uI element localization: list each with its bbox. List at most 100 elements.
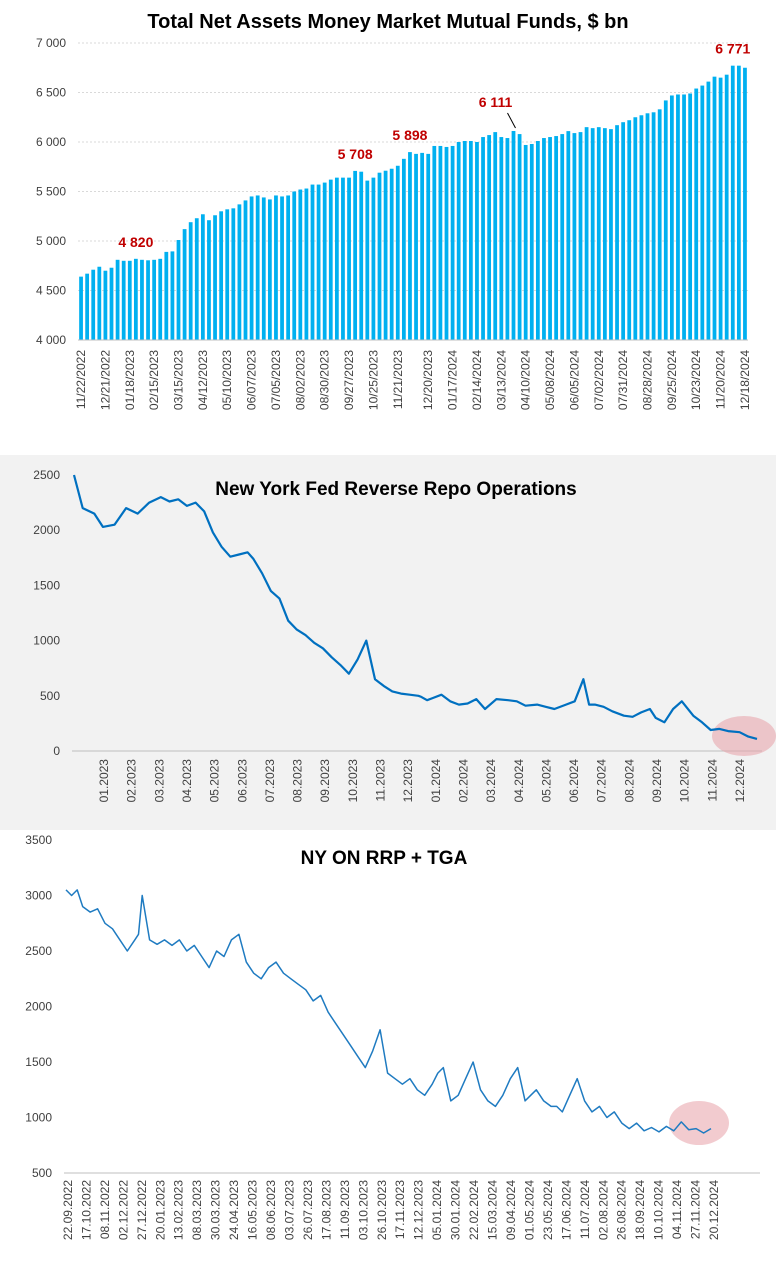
chart1-x-tick-label: 07/31/2024 <box>616 350 630 410</box>
chart2-x-tick-label: 04.2023 <box>180 759 194 803</box>
chart3-x-tick-label: 05.01.2024 <box>430 1180 444 1240</box>
chart2-x-tick-label: 04.2024 <box>512 759 526 803</box>
chart1-x-tick-label: 12/18/2024 <box>738 350 752 410</box>
chart1-x-tick-label: 10/23/2024 <box>689 350 703 410</box>
chart1-x-tick-label: 04/12/2023 <box>196 350 210 410</box>
chart1-x-tick-label: 05/10/2023 <box>220 350 234 410</box>
chart1-bar <box>475 142 479 340</box>
chart2-x-tick-label: 11.2024 <box>705 759 719 802</box>
chart3-y-tick-label: 2000 <box>25 1000 52 1014</box>
chart1-bar <box>657 109 662 340</box>
chart1-x-tick-label: 02/14/2024 <box>470 350 484 410</box>
chart1-bar <box>243 200 248 340</box>
chart1-bar <box>377 172 382 340</box>
chart3-x-tick-label: 08.11.2022 <box>98 1180 112 1239</box>
chart1-bar <box>85 273 90 340</box>
chart1-bar <box>383 170 388 340</box>
chart1-bar <box>694 88 699 340</box>
chart1-bar <box>158 258 163 340</box>
chart3-y-tick-label: 1000 <box>25 1111 52 1125</box>
chart1-bar <box>389 168 394 340</box>
chart2-x-tick-label: 07.2023 <box>263 759 277 803</box>
chart1-bar <box>584 127 589 341</box>
chart1-bar <box>97 266 102 340</box>
chart2-x-tick-label: 07.2024 <box>595 759 609 803</box>
chart3-x-tick-label: 15.03.2024 <box>486 1180 500 1240</box>
chart1-bar <box>371 177 376 340</box>
chart2-highlight-ellipse <box>712 716 776 756</box>
chart1-x-tick-label: 11/20/2024 <box>714 350 728 409</box>
chart1-bar <box>200 214 205 340</box>
chart3-x-tick-label: 26.07.2023 <box>301 1180 315 1240</box>
chart1-annotations: 4 820 5 708 5 898 6 111 6 771 <box>118 41 750 250</box>
chart1-bar <box>103 270 108 340</box>
chart1-bar <box>578 132 583 340</box>
chart3-x-tick-label: 20.01.2023 <box>153 1180 167 1240</box>
chart1-y-axis: 4 000 4 500 5 000 5 500 6 000 6 500 7 000 <box>36 36 66 347</box>
chart1-bar <box>499 137 504 340</box>
chart1-bar <box>602 128 607 340</box>
chart1-x-tick-label: 12/20/2023 <box>421 350 435 410</box>
chart3-x-tick-label: 04.11.2024 <box>670 1180 684 1239</box>
chart3-x-tick-label: 02.08.2024 <box>596 1180 610 1240</box>
chart2-x-tick-label: 05.2024 <box>539 759 553 803</box>
chart1-x-tick-label: 08/02/2023 <box>293 350 307 410</box>
chart3-x-tick-label: 20.12.2024 <box>707 1180 721 1240</box>
chart3-x-tick-label: 17.08.2023 <box>319 1180 333 1240</box>
chart2-x-tick-label: 12.2024 <box>733 759 747 803</box>
chart1-bar <box>639 115 644 341</box>
chart1-bar <box>481 137 485 340</box>
chart1-x-tick-label: 11/21/2023 <box>391 350 405 409</box>
reverse-repo-line-chart: New York Fed Reverse Repo Operations 0 50… <box>0 455 776 830</box>
chart1-bar <box>225 209 230 340</box>
chart3-x-tick-label: 17.11.2023 <box>393 1180 407 1239</box>
chart2-x-tick-label: 11.2023 <box>374 759 388 802</box>
chart1-bar <box>322 182 327 340</box>
chart1-bar <box>395 165 400 340</box>
chart1-bar <box>408 152 412 340</box>
chart1-bar <box>237 204 242 340</box>
chart2-x-tick-label: 06.2023 <box>235 759 249 803</box>
chart1-annotation-label: 5 898 <box>392 127 427 143</box>
chart3-title: NY ON RRP + TGA <box>301 848 468 869</box>
chart1-y-tick-label: 6 000 <box>36 135 66 149</box>
chart1-y-tick-label: 4 500 <box>36 284 66 298</box>
chart3-x-tick-label: 12.12.2023 <box>412 1180 426 1240</box>
chart1-x-tick-label: 05/08/2024 <box>543 350 557 410</box>
chart1-bar <box>621 122 626 340</box>
chart2-x-tick-label: 03.2023 <box>152 759 166 803</box>
chart1-x-tick-label: 09/27/2023 <box>342 350 356 410</box>
chart3-x-tick-label: 03.10.2023 <box>356 1180 370 1240</box>
chart1-bar <box>688 93 693 341</box>
chart3-y-tick-label: 2500 <box>25 944 52 958</box>
rrp-tga-line-chart: NY ON RRP + TGA 500 1000 1500 2000 2500 3000 3… <box>0 830 776 1280</box>
chart1-bar <box>700 85 705 340</box>
chart1-bar <box>682 94 686 340</box>
chart1-bar <box>663 100 668 340</box>
chart3-x-tick-label: 03.07.2023 <box>282 1180 296 1240</box>
chart1-bar <box>207 220 211 340</box>
chart3-x-tick-label: 13.02.2023 <box>172 1180 186 1240</box>
chart2-line <box>72 474 758 740</box>
chart2-x-tick-label: 06.2024 <box>567 759 581 803</box>
chart3-x-tick-label: 23.05.2024 <box>541 1180 555 1240</box>
chart2-x-axis: 01.2023 02.2023 03.2023 04.2023 05.2023 06.20… <box>97 759 747 803</box>
chart1-bar <box>596 127 601 341</box>
chart1-bar <box>127 260 132 340</box>
chart2-title: New York Fed Reverse Repo Operations <box>215 479 576 500</box>
chart1-bar <box>523 144 528 340</box>
chart1-bar <box>176 240 181 340</box>
chart1-bar <box>712 76 717 340</box>
chart1-y-tick-label: 7 000 <box>36 36 66 50</box>
chart1-bar <box>353 170 358 340</box>
chart3-y-tick-label: 1500 <box>25 1055 52 1069</box>
chart1-x-axis: 11/22/2022 12/21/2022 01/18/2023 02/15/2023… <box>74 350 752 410</box>
chart1-bar <box>133 258 138 340</box>
chart2-y-tick-label: 2000 <box>33 523 60 537</box>
chart2-x-tick-label: 08.2023 <box>291 759 305 803</box>
chart3-x-tick-label: 24.04.2023 <box>227 1180 241 1240</box>
chart3-background <box>0 830 776 1280</box>
chart1-bar <box>420 152 425 340</box>
chart1-bar <box>188 222 193 340</box>
chart3-y-tick-label: 500 <box>32 1166 52 1180</box>
